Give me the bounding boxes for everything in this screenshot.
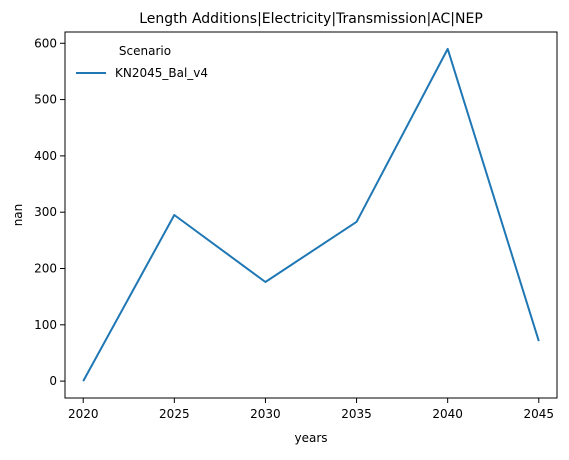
x-tick-label: 2045 <box>524 407 555 421</box>
y-tick-label: 0 <box>49 374 57 388</box>
x-axis: 2020 2025 2030 2035 2040 2045 <box>68 398 554 421</box>
y-tick-label: 200 <box>34 261 57 275</box>
x-tick-label: 2025 <box>159 407 190 421</box>
y-axis: 0 100 200 300 400 500 600 <box>34 36 65 388</box>
x-tick-label: 2020 <box>68 407 99 421</box>
x-axis-label: years <box>294 431 327 445</box>
series-line-kn2045-bal-v4 <box>83 49 539 381</box>
plot-frame <box>65 32 557 398</box>
x-tick-label: 2035 <box>341 407 372 421</box>
x-tick-label: 2030 <box>250 407 281 421</box>
y-tick-label: 400 <box>34 149 57 163</box>
y-tick-label: 100 <box>34 318 57 332</box>
y-tick-label: 600 <box>34 36 57 50</box>
x-tick-label: 2040 <box>432 407 463 421</box>
series-layer <box>83 49 539 381</box>
legend: Scenario KN2045_Bal_v4 <box>76 44 208 80</box>
y-axis-label: nan <box>11 204 25 227</box>
y-tick-label: 500 <box>34 93 57 107</box>
legend-entry-label: KN2045_Bal_v4 <box>115 66 208 80</box>
y-tick-label: 300 <box>34 205 57 219</box>
chart-title: Length Additions|Electricity|Transmissio… <box>139 11 483 27</box>
legend-title: Scenario <box>119 44 171 58</box>
